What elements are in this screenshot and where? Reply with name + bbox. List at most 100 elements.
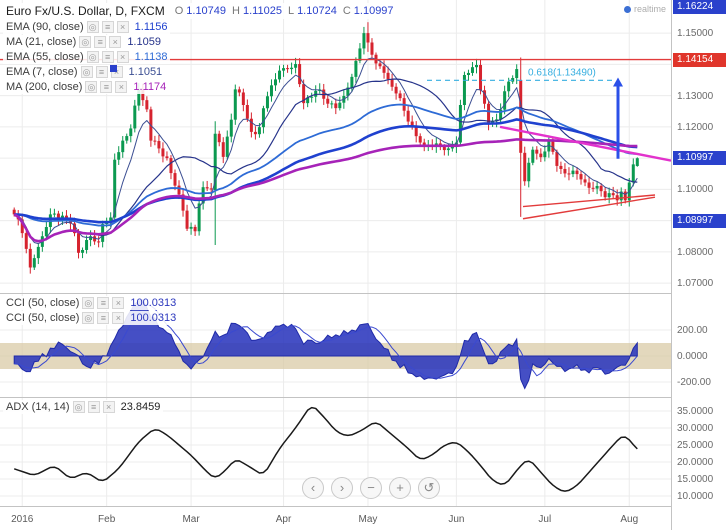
- close-icon[interactable]: ×: [109, 36, 122, 48]
- price-tag[interactable]: 1.08997: [673, 213, 726, 228]
- time-axis-label: Feb: [98, 514, 116, 525]
- indicator-value: 1.1059: [127, 36, 161, 48]
- time-axis-label: Jun: [448, 514, 465, 525]
- time-axis-label: Mar: [182, 514, 200, 525]
- close-icon[interactable]: ×: [115, 81, 128, 93]
- time-axis-label: Jul: [538, 514, 552, 525]
- price-axis-label: 1.12000: [677, 121, 714, 133]
- close-icon[interactable]: ×: [116, 21, 129, 33]
- zoom-out-button[interactable]: −: [360, 477, 382, 499]
- time-axis-label: Apr: [275, 514, 292, 525]
- adx-axis-label: 30.0000: [677, 423, 714, 434]
- ohlc-open-value: 1.10749: [186, 5, 227, 17]
- visibility-icon[interactable]: ◎: [72, 401, 85, 413]
- time-axis-label: Aug: [620, 514, 639, 525]
- ohlc-close-key: C: [342, 5, 351, 17]
- time-axis-label: 2016: [11, 514, 34, 525]
- price-axis-label: 1.07000: [677, 278, 714, 290]
- indicator-row-cci-2: CCI (50, close) ◎ ≡ × 100.0313: [3, 311, 180, 325]
- settings-icon[interactable]: ≡: [101, 21, 114, 33]
- price-axis-label: 1.08000: [677, 246, 714, 258]
- visibility-icon[interactable]: ◎: [85, 81, 98, 93]
- indicator-row-ma200: MA (200, close) ◎ ≡ × 1.1174: [3, 80, 170, 94]
- ohlc-low-value: 1.10724: [297, 5, 337, 17]
- ohlc-high-value: 1.11025: [242, 5, 282, 17]
- pane-divider[interactable]: [0, 293, 726, 294]
- indicator-label: EMA (7, close): [6, 66, 78, 78]
- reset-view-button[interactable]: ↺: [418, 477, 440, 499]
- time-axis-label: May: [358, 514, 378, 525]
- settings-icon[interactable]: ≡: [101, 51, 114, 63]
- price-axis[interactable]: 1.150001.140001.130001.120001.110001.100…: [671, 0, 726, 530]
- indicator-label: MA (200, close): [6, 81, 83, 93]
- price-axis-label: 1.13000: [677, 90, 714, 102]
- pane-divider: [0, 506, 726, 507]
- settings-icon[interactable]: ≡: [97, 312, 110, 324]
- adx-axis-label: 15.0000: [677, 474, 714, 485]
- settings-icon[interactable]: ≡: [100, 81, 113, 93]
- visibility-icon[interactable]: ◎: [80, 66, 93, 78]
- legend-cci: CCI (50, close) ◎ ≡ × 100.0313 CCI (50, …: [3, 296, 180, 326]
- ohlc-low-key: L: [287, 5, 295, 17]
- visibility-icon[interactable]: ◎: [86, 51, 99, 63]
- indicator-value: 100.0313: [130, 297, 177, 309]
- indicator-row-cci-1: CCI (50, close) ◎ ≡ × 100.0313: [3, 296, 180, 310]
- indicator-label: CCI (50, close): [6, 312, 80, 324]
- indicator-label: MA (21, close): [6, 36, 77, 48]
- indicator-label: EMA (90, close): [6, 21, 84, 33]
- visibility-icon[interactable]: ◎: [86, 21, 99, 33]
- close-icon[interactable]: ×: [112, 312, 125, 324]
- indicator-value: 1.1138: [134, 51, 168, 63]
- ohlc-readout: O 1.10749 H 1.11025 L 1.10724 C 1.10997: [175, 5, 397, 17]
- settings-icon[interactable]: ≡: [87, 401, 100, 413]
- pane-divider[interactable]: [0, 397, 726, 398]
- price-pane[interactable]: 0.618(1.13490): [0, 0, 671, 293]
- close-icon[interactable]: ×: [116, 51, 129, 63]
- adx-axis-label: 25.0000: [677, 440, 714, 451]
- indicator-value: 100.0313: [130, 312, 177, 324]
- time-axis[interactable]: 2016 Feb Mar Apr May Jun Jul Aug: [0, 507, 671, 530]
- price-axis-label: 1.10000: [677, 184, 714, 196]
- close-icon[interactable]: ×: [112, 297, 125, 309]
- zoom-in-button[interactable]: +: [389, 477, 411, 499]
- indicator-label: EMA (55, close): [6, 51, 84, 63]
- adx-axis-label: 10.0000: [677, 491, 714, 502]
- indicator-label: ADX (14, 14): [6, 401, 70, 413]
- chart-nav: ‹ › − + ↺: [302, 477, 440, 499]
- price-tag[interactable]: 1.10997: [673, 151, 726, 166]
- indicator-row-ma21: MA (21, close) ◎ ≡ × 1.1059: [3, 35, 164, 49]
- visibility-icon[interactable]: ◎: [82, 312, 95, 324]
- price-tag[interactable]: 1.14154: [673, 52, 726, 67]
- ohlc-high-key: H: [232, 5, 240, 17]
- indicator-value: 1.1174: [133, 81, 167, 93]
- symbol-title[interactable]: Euro Fx/U.S. Dollar, D, FXCM: [6, 4, 165, 18]
- cci-pane[interactable]: [0, 294, 671, 397]
- indicator-row-adx: ADX (14, 14) ◎ ≡ × 23.8459: [3, 400, 164, 414]
- indicator-value: 23.8459: [120, 401, 161, 413]
- adx-axis-label: 35.0000: [677, 406, 714, 417]
- settings-icon[interactable]: ≡: [95, 66, 108, 78]
- settings-icon[interactable]: ≡: [97, 297, 110, 309]
- watermark: realtime: [623, 4, 666, 14]
- close-icon[interactable]: ×: [102, 401, 115, 413]
- pan-right-button[interactable]: ›: [331, 477, 353, 499]
- pan-left-button[interactable]: ‹: [302, 477, 324, 499]
- watermark-label: realtime: [633, 4, 666, 14]
- price-axis-label: 1.15000: [677, 28, 714, 40]
- visibility-icon[interactable]: ◎: [82, 297, 95, 309]
- brand-dot-icon: [623, 5, 631, 13]
- indicator-row-ema55: EMA (55, close) ◎ ≡ × 1.1138: [3, 50, 171, 64]
- visibility-icon[interactable]: ◎: [79, 36, 92, 48]
- legend-adx: ADX (14, 14) ◎ ≡ × 23.8459: [3, 400, 164, 415]
- cci-axis-label: 0.0000: [677, 351, 708, 362]
- indicator-value: 1.1156: [134, 21, 168, 33]
- adx-axis-label: 20.0000: [677, 457, 714, 468]
- price-line-handle[interactable]: [110, 65, 117, 72]
- indicator-value: 1.1051: [128, 66, 163, 78]
- cci-axis-label: -200.00: [677, 377, 711, 388]
- price-tag[interactable]: 1.16224: [673, 0, 726, 14]
- settings-icon[interactable]: ≡: [94, 36, 107, 48]
